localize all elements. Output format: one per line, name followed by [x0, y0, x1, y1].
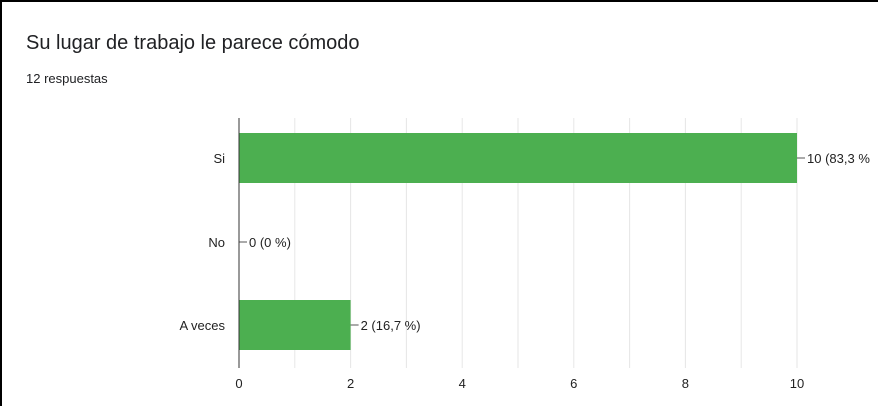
bars-group: [239, 133, 797, 350]
bar: [239, 300, 351, 350]
data-label: 0 (0 %): [249, 235, 291, 250]
data-label: 10 (83,3 %: [807, 151, 870, 166]
category-label: Si: [213, 151, 225, 166]
chart-title: Su lugar de trabajo le parece cómodo: [26, 32, 360, 54]
category-label: A veces: [179, 318, 225, 333]
x-tick-label: 8: [682, 376, 689, 391]
x-tick-label: 10: [790, 376, 804, 391]
category-label: No: [208, 235, 225, 250]
data-label: 2 (16,7 %): [361, 318, 421, 333]
x-tick-label: 0: [235, 376, 242, 391]
labels-group: 0 2 4 6 8 10 Si 10 (83,3 % No 0 (0 %) A veces 2 (16…: [179, 151, 870, 391]
bar: [239, 133, 797, 183]
x-tick-label: 2: [347, 376, 354, 391]
response-count: 12 respuestas: [26, 71, 108, 86]
x-tick-label: 6: [570, 376, 577, 391]
x-tick-label: 4: [459, 376, 466, 391]
